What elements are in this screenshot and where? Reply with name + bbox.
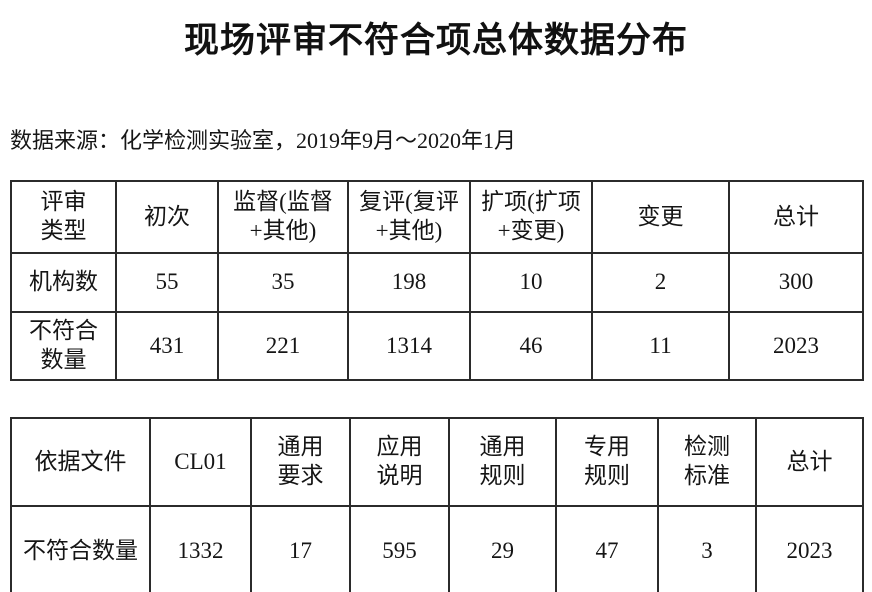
header-cell-reassessment: 复评(复评 +其他) [347,180,471,254]
table-row-institution-count: 机构数 55 35 198 10 2 300 [10,252,864,313]
row-label: 机构数 [10,252,117,313]
table-row-nonconformity-count: 不符合 数量 431 221 1314 46 11 2023 [10,311,864,381]
cell-value: 2023 [728,311,864,381]
cell-value: 35 [217,252,349,313]
row-label: 不符合 数量 [10,311,117,381]
cell-value: 431 [115,311,219,381]
cell-value: 29 [448,505,557,592]
header-cell-change: 变更 [591,180,730,254]
header-cell-cl01: CL01 [149,417,252,507]
header-cell-total: 总计 [755,417,864,507]
cell-value: 2 [591,252,730,313]
table-header-row: 评审 类型 初次 监督(监督 +其他) 复评(复评 +其他) 扩项(扩项 +变更… [10,180,864,254]
cell-value: 17 [250,505,351,592]
row-label: 不符合数量 [10,505,151,592]
cell-value: 300 [728,252,864,313]
cell-value: 55 [115,252,219,313]
cell-value: 3 [657,505,757,592]
page-title: 现场评审不符合项总体数据分布 [183,21,688,60]
header-cell-review-type: 评审 类型 [10,180,117,254]
cell-value: 1332 [149,505,252,592]
header-cell-expansion: 扩项(扩项 +变更) [469,180,593,254]
cell-value: 1314 [347,311,471,381]
header-cell-general-requirements: 通用 要求 [250,417,351,507]
header-cell-special-rules: 专用 规则 [555,417,659,507]
header-cell-supervision: 监督(监督 +其他) [217,180,349,254]
header-cell-total: 总计 [728,180,864,254]
cell-value: 595 [349,505,450,592]
header-cell-general-rules: 通用 规则 [448,417,557,507]
header-cell-application-notes: 应用 说明 [349,417,450,507]
basis-document-table: 依据文件 CL01 通用 要求 应用 说明 通用 规则 专用 规则 检测 标准 … [10,417,864,592]
data-source-line: 数据来源：化学检测实验室，2019年9月～2020年1月 [10,128,517,153]
review-type-table: 评审 类型 初次 监督(监督 +其他) 复评(复评 +其他) 扩项(扩项 +变更… [10,180,864,381]
cell-value: 11 [591,311,730,381]
cell-value: 221 [217,311,349,381]
cell-value: 198 [347,252,471,313]
table-row-nonconformity-count: 不符合数量 1332 17 595 29 47 3 2023 [10,505,864,592]
table-header-row: 依据文件 CL01 通用 要求 应用 说明 通用 规则 专用 规则 检测 标准 … [10,417,864,507]
cell-value: 2023 [755,505,864,592]
header-cell-basis-document: 依据文件 [10,417,151,507]
cell-value: 10 [469,252,593,313]
header-cell-test-standards: 检测 标准 [657,417,757,507]
header-cell-initial: 初次 [115,180,219,254]
cell-value: 46 [469,311,593,381]
cell-value: 47 [555,505,659,592]
